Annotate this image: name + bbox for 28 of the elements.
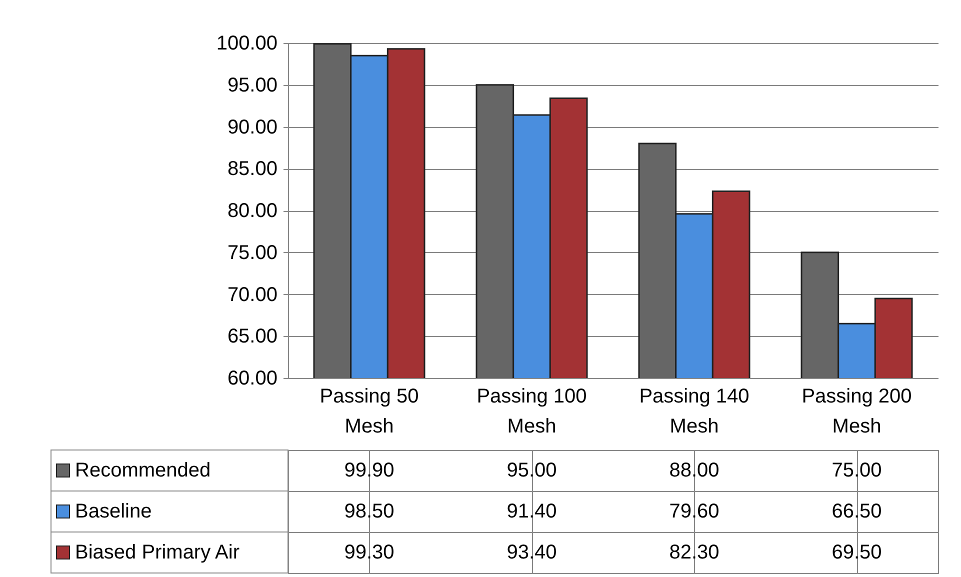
y-tick-label: 65.00 bbox=[227, 326, 278, 348]
data-label: 75.00 bbox=[832, 460, 882, 482]
data-label: 66.50 bbox=[832, 500, 882, 522]
data-label: 79.60 bbox=[669, 500, 720, 522]
y-tick-label: 100.00 bbox=[216, 32, 278, 54]
x-tick-label: Passing 100 Mesh bbox=[476, 386, 587, 438]
x-tick-label: Passing 140 Mesh bbox=[639, 386, 750, 438]
y-tick-label: 95.00 bbox=[227, 74, 278, 96]
y-tick-label: 80.00 bbox=[227, 200, 278, 222]
data-label: 82.30 bbox=[669, 542, 720, 564]
y-tick-label: 70.00 bbox=[227, 284, 278, 306]
y-tick-label: 60.00 bbox=[227, 368, 278, 390]
data-label: 91.40 bbox=[506, 500, 557, 522]
data-label: 99.90 bbox=[344, 460, 394, 482]
data-label: 98.50 bbox=[344, 500, 394, 522]
legend-label: Baseline bbox=[75, 500, 152, 522]
data-label: 99.30 bbox=[344, 542, 394, 564]
data-label: 95.00 bbox=[506, 460, 557, 482]
y-tick-label: 90.00 bbox=[227, 116, 278, 138]
legend-label: Recommended bbox=[75, 460, 211, 482]
x-tick-label: Passing 200 Mesh bbox=[802, 386, 912, 438]
data-label: 93.40 bbox=[506, 542, 557, 564]
y-tick-label: 75.00 bbox=[227, 242, 278, 264]
y-tick-label: 85.00 bbox=[227, 158, 278, 180]
data-label: 88.00 bbox=[669, 460, 720, 482]
data-label: 69.50 bbox=[832, 542, 882, 564]
x-tick-label: Passing 50 Mesh bbox=[320, 386, 419, 438]
legend-label: Biased Primary Air bbox=[75, 542, 240, 564]
